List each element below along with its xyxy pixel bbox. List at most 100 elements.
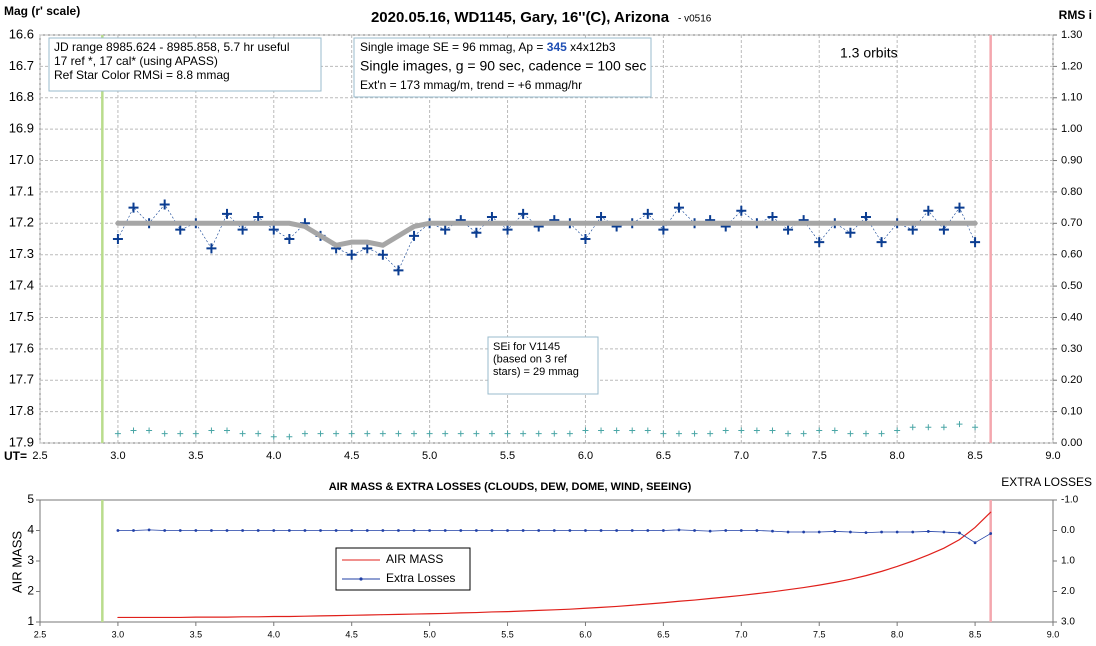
data-point: [738, 427, 745, 434]
x-tick-label: 8.0: [890, 450, 905, 462]
data-point: [708, 529, 712, 533]
y2-tick-label: 0.10: [1061, 406, 1082, 418]
data-point: [598, 427, 605, 434]
y-tick-label: 17.2: [9, 215, 34, 230]
y2-tick-label: 2.0: [1061, 586, 1075, 597]
data-point: [146, 427, 153, 434]
data-point: [677, 528, 681, 532]
data-point: [613, 427, 620, 434]
data-point: [923, 205, 934, 216]
y-axis-label: Mag (r' scale): [4, 4, 80, 18]
data-point: [147, 528, 151, 532]
data-point: [926, 530, 930, 533]
data-point: [379, 430, 386, 437]
plot: 2.5 3.0 3.5 4.0 4.5 5.0 5.5 6.0 6.5 7.0 7.5 8.0 8.5 9…: [27, 492, 1078, 639]
data-point: [566, 430, 573, 437]
y2-tick-label: 1.20: [1061, 60, 1082, 72]
x-tick-label: 6.5: [657, 629, 670, 639]
y2-tick-label: 0.80: [1061, 186, 1082, 198]
data-point: [847, 430, 854, 437]
data-point: [673, 202, 684, 213]
data-point: [584, 529, 587, 532]
x-tick-label: 8.5: [969, 629, 982, 639]
data-point: [860, 212, 871, 223]
data-point: [114, 430, 121, 437]
y-tick-label: 4: [27, 523, 34, 537]
legend-label: AIR MASS: [386, 552, 443, 566]
y-tick-label: 17.8: [9, 403, 34, 418]
data-point: [880, 530, 883, 534]
data-point: [646, 529, 650, 532]
y-tick-label: 1: [27, 614, 34, 628]
y2-tick-label: 0.60: [1061, 249, 1082, 261]
data-point: [878, 430, 885, 437]
data-point: [909, 424, 916, 431]
data-point: [222, 208, 233, 219]
y2-tick-label: 0.40: [1061, 311, 1082, 323]
x-tick-label: 7.0: [734, 450, 749, 462]
legend-label: Extra Losses: [386, 571, 455, 585]
data-point: [428, 529, 432, 532]
data-point: [346, 249, 357, 260]
data-point: [224, 427, 231, 434]
y2-tick-label: 1.00: [1061, 123, 1082, 135]
data-point: [490, 529, 494, 532]
y-tick-label: 17.7: [9, 372, 34, 387]
data-point: [958, 531, 961, 535]
data-point: [237, 224, 248, 235]
y2-tick-label: 0.00: [1061, 437, 1082, 449]
x-tick-label: 6.5: [656, 450, 671, 462]
info-text: Ref Star Color RMSi = 8.8 mmag: [54, 68, 230, 82]
data-point: [535, 430, 542, 437]
x-tick-label: 4.5: [344, 450, 359, 462]
data-point: [130, 427, 137, 434]
y2-tick-label: 0.50: [1061, 280, 1082, 292]
data-point: [580, 234, 591, 244]
y-tick-label: 17.1: [9, 183, 34, 198]
data-point: [769, 427, 776, 434]
y2-tick-label: 1.0: [1061, 556, 1075, 567]
data-point: [739, 529, 743, 532]
settings-text-part: x4x12b3: [567, 40, 616, 54]
data-point: [849, 530, 852, 534]
data-point: [175, 224, 186, 235]
y-tick-label: 16.8: [9, 89, 34, 104]
x-tick-label: 3.0: [110, 450, 125, 462]
y2-tick-label: 0.70: [1061, 217, 1082, 229]
data-point: [972, 424, 979, 431]
y-tick-label: 17.9: [9, 434, 34, 449]
data-point: [629, 427, 636, 434]
settings-text: Ext'n = 173 mmag/m, trend = +6 mmag/hr: [360, 78, 582, 92]
chart-subtitle: - v0516: [678, 14, 712, 25]
data-point: [486, 212, 497, 223]
y-tick-label: 17.3: [9, 246, 34, 261]
data-point: [816, 427, 823, 434]
data-point: [707, 430, 714, 437]
chart-title: AIR MASS & EXTRA LOSSES (CLOUDS, DEW, DO…: [329, 481, 692, 493]
data-point: [319, 529, 322, 532]
data-point: [192, 430, 199, 437]
data-point: [660, 430, 667, 437]
x-tick-label: 7.5: [813, 629, 826, 639]
data-point: [253, 212, 264, 223]
data-point: [241, 529, 245, 532]
x-tick-label: 8.0: [891, 629, 904, 639]
y2-axis-label: EXTRA LOSSES: [1001, 475, 1092, 489]
data-point: [552, 529, 556, 532]
y-axis-label: AIR MASS: [9, 531, 24, 593]
data-line: [117, 203, 976, 271]
data-point: [177, 430, 184, 437]
data-point: [362, 243, 373, 254]
data-point: [377, 249, 388, 260]
data-point: [551, 430, 558, 437]
x-tick-label: 5.5: [500, 450, 515, 462]
y-tick-label: 2: [27, 584, 34, 598]
data-point: [691, 430, 698, 437]
data-point: [895, 530, 899, 534]
data-point: [630, 529, 634, 532]
x-tick-label: 4.0: [266, 450, 281, 462]
data-point: [210, 529, 213, 532]
data-point: [862, 430, 869, 437]
data-point: [724, 529, 728, 532]
y2-tick-label: -1.0: [1061, 495, 1079, 506]
